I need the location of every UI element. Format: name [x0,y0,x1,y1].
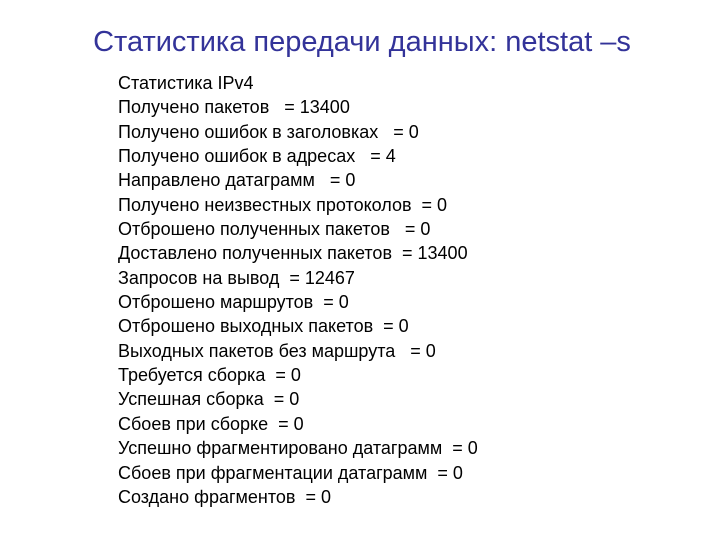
list-item: Выходных пакетов без маршрута = 0 [118,340,436,361]
statistics-list: Статистика IPv4 Получено пакетов = 13400… [118,71,478,509]
list-item: Запросов на вывод = 12467 [118,267,355,288]
list-item: Создано фрагментов = 0 [118,486,331,507]
list-item: Сбоев при фрагментации датаграмм = 0 [118,462,463,483]
list-item: Отброшено выходных пакетов = 0 [118,316,409,337]
slide-title: Статистика передачи данных: netstat –s [93,26,631,58]
list-item: Получено пакетов = 13400 [118,97,350,118]
list-item: Успешная сборка = 0 [118,389,300,410]
list-item: Доставлено полученных пакетов = 13400 [118,243,468,264]
list-item: Получено неизвестных протоколов = 0 [118,194,448,215]
list-item: Отброшено полученных пакетов = 0 [118,219,431,240]
list-item: Успешно фрагментировано датаграмм = 0 [118,438,478,459]
list-item: Отброшено маршрутов = 0 [118,292,349,313]
list-item: Сбоев при сборке = 0 [118,413,304,434]
list-item: Статистика IPv4 [118,73,254,93]
list-item: Получено ошибок в заголовках = 0 [118,121,419,142]
list-item: Направлено датаграмм = 0 [118,170,356,191]
list-item: Получено ошибок в адресах = 4 [118,146,396,167]
list-item: Требуется сборка = 0 [118,365,301,386]
